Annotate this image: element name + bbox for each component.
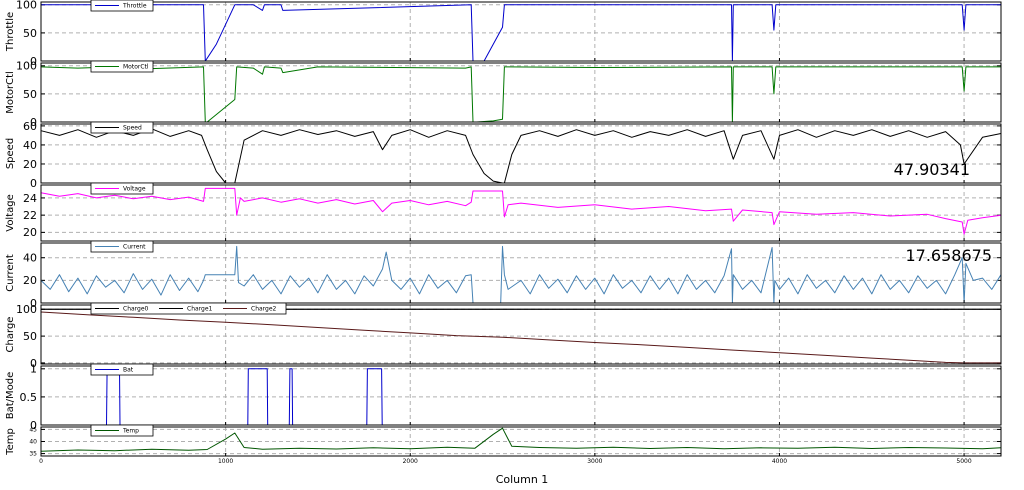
y-tick-label: 0	[30, 419, 37, 432]
x-tick-label: 0	[39, 458, 43, 465]
value-annotation: 17.658675	[905, 246, 992, 265]
legend-label: Voltage	[123, 186, 146, 193]
legend-label: MotorCtl	[123, 64, 149, 71]
legend-label: Bat	[123, 367, 134, 374]
plot-area	[41, 63, 1001, 122]
legend-label: Charge0	[123, 306, 149, 313]
y-tick-label: 20	[23, 158, 37, 171]
y-tick-label: 0	[30, 357, 37, 370]
legend-label: Throttle	[122, 3, 147, 10]
plot-frame	[40, 123, 1002, 184]
legend-label: Charge1	[187, 306, 213, 313]
y-tick-label: 45	[29, 427, 37, 434]
y-tick-label: 0	[30, 297, 37, 310]
y-tick-label: 0	[30, 177, 37, 190]
y-tick-label: 24	[23, 192, 37, 205]
y-axis-label: Throttle	[5, 12, 16, 52]
plot-area	[41, 124, 1001, 183]
series-line-voltage	[40, 187, 1002, 235]
x-axis-label: Column 1	[496, 473, 549, 486]
y-tick-label: 22	[23, 209, 37, 222]
x-tick-label: 4000	[772, 458, 787, 465]
y-axis-label: Current	[5, 254, 16, 292]
plot-frame	[40, 365, 1002, 426]
y-axis-label: Bat/Mode	[5, 372, 16, 420]
plot-frame	[40, 1, 1002, 62]
y-tick-label: 40	[23, 139, 37, 152]
y-tick-label: 50	[23, 27, 37, 40]
plot-frame	[40, 304, 1002, 365]
legend-box	[90, 424, 154, 437]
y-axis-label: Voltage	[5, 194, 16, 232]
legend-box	[90, 182, 154, 195]
legend-box	[90, 240, 154, 253]
plot-frame	[40, 242, 1002, 304]
legend-box	[90, 60, 154, 73]
y-axis-label: Temp	[5, 428, 16, 456]
series-line-temp	[40, 427, 1002, 452]
series-line-charge2	[40, 311, 1001, 364]
plot-frame	[40, 184, 1002, 242]
legend-label: Current	[123, 244, 146, 251]
plot-area	[41, 305, 1001, 364]
plot-area	[41, 243, 1001, 303]
series-line-current	[40, 245, 1002, 304]
legend-label: Charge2	[251, 306, 277, 313]
y-axis-label: MotorCtl	[5, 71, 16, 114]
y-tick-label: 50	[23, 330, 37, 343]
y-tick-label: 0.5	[20, 391, 38, 404]
y-tick-label: 1	[30, 363, 37, 376]
legend-label: Temp	[122, 428, 139, 435]
legend-box	[90, 363, 154, 376]
y-tick-label: 40	[29, 439, 37, 446]
x-tick-label: 1000	[218, 458, 233, 465]
plot-area	[41, 2, 1001, 61]
x-tick-label: 2000	[403, 458, 418, 465]
y-tick-label: 100	[16, 60, 37, 73]
y-tick-label: 100	[16, 0, 37, 12]
y-tick-label: 20	[23, 274, 37, 287]
y-tick-label: 40	[23, 252, 37, 265]
x-tick-label: 5000	[956, 458, 971, 465]
y-tick-label: 35	[29, 451, 37, 458]
y-axis-label: Speed	[5, 138, 16, 169]
legend-box	[90, 121, 154, 134]
legend-label: Speed	[123, 125, 142, 132]
y-axis-label: Charge	[5, 317, 16, 353]
plot-frame	[40, 62, 1002, 123]
legend-box	[90, 0, 154, 12]
y-tick-label: 20	[23, 226, 37, 239]
y-tick-label: 60	[23, 120, 37, 133]
value-annotation: 47.90341	[894, 160, 970, 179]
y-tick-label: 0	[30, 116, 37, 129]
plot-frame	[40, 426, 1002, 457]
legend-box	[90, 302, 287, 315]
y-tick-label: 100	[16, 303, 37, 316]
y-tick-label: 0	[30, 55, 37, 68]
y-tick-label: 50	[23, 88, 37, 101]
plot-area	[41, 366, 1001, 425]
x-tick-label: 3000	[587, 458, 602, 465]
